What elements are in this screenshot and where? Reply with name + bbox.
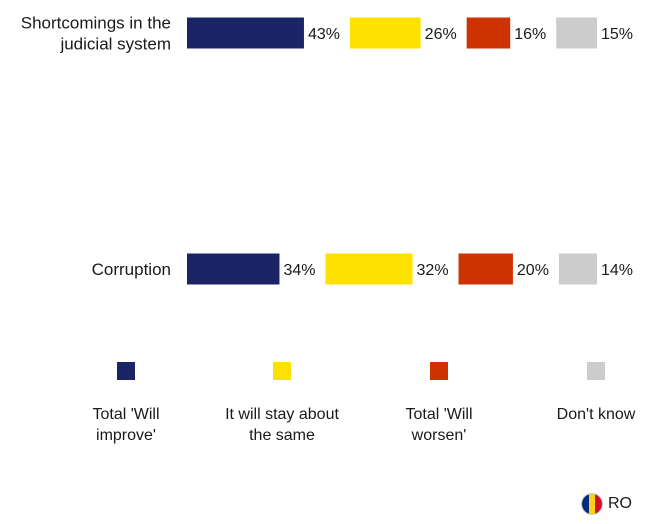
legend-label: Don't know bbox=[557, 406, 636, 423]
data-label: 34% bbox=[283, 262, 315, 279]
data-label: 16% bbox=[514, 26, 546, 43]
flag-stripe-blue bbox=[582, 494, 589, 514]
data-label: 14% bbox=[601, 262, 633, 279]
bar-segment bbox=[558, 253, 597, 285]
legend-swatch bbox=[117, 362, 135, 380]
flag-stripe-yellow bbox=[588, 494, 596, 514]
bar-segment bbox=[556, 17, 597, 49]
category-label: Corruption bbox=[92, 260, 171, 279]
legend-swatch bbox=[587, 362, 605, 380]
data-label: 43% bbox=[308, 26, 340, 43]
flag-stripe-red bbox=[595, 494, 602, 514]
bar-segment bbox=[466, 17, 511, 49]
data-label: 32% bbox=[417, 262, 449, 279]
country-indicator: RO bbox=[582, 494, 632, 514]
data-label: 26% bbox=[425, 26, 457, 43]
legend-label: the same bbox=[249, 427, 315, 444]
bar-segment bbox=[187, 253, 280, 285]
bar-segment bbox=[187, 17, 304, 49]
data-label: 20% bbox=[517, 262, 549, 279]
legend-swatch bbox=[430, 362, 448, 380]
category-label: Shortcomings in the bbox=[21, 14, 171, 33]
legend-label: Total 'Will bbox=[92, 406, 159, 423]
romania-flag-icon bbox=[582, 494, 602, 514]
legend-label: improve' bbox=[96, 427, 156, 444]
bar-segment bbox=[349, 17, 421, 49]
country-code: RO bbox=[608, 495, 632, 512]
legend-label: It will stay about bbox=[225, 406, 339, 423]
legend-label: worsen' bbox=[411, 427, 467, 444]
legend-swatch bbox=[273, 362, 291, 380]
category-label: judicial system bbox=[59, 35, 171, 54]
bar-segment bbox=[325, 253, 413, 285]
bar-segment bbox=[458, 253, 513, 285]
legend-label: Total 'Will bbox=[405, 406, 472, 423]
data-label: 15% bbox=[601, 26, 633, 43]
